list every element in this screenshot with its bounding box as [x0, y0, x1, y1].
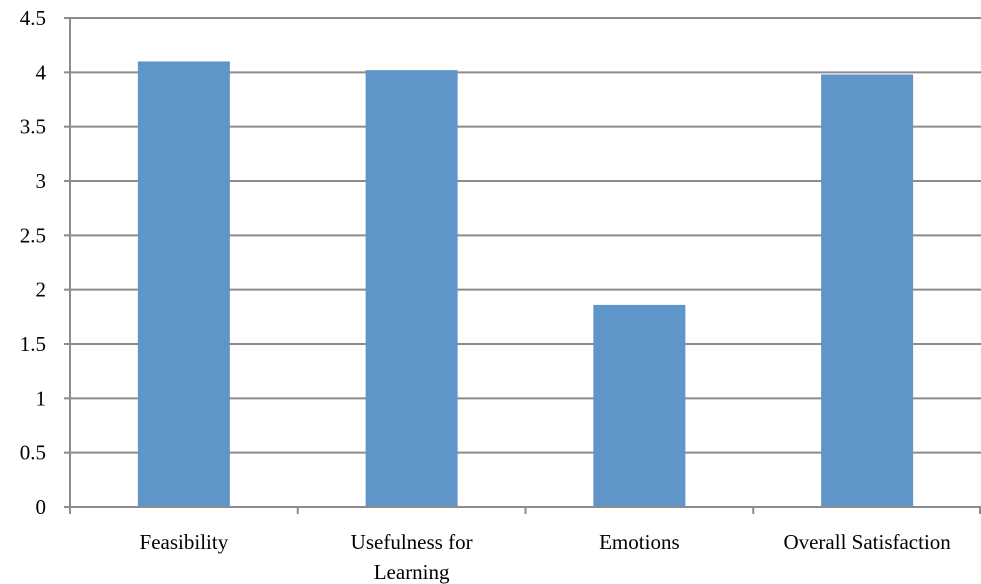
y-tick-label: 4.5: [20, 6, 46, 30]
y-tick-label: 0.5: [20, 441, 46, 465]
y-tick-label: 2.5: [20, 223, 46, 247]
y-tick-labels: 0 0.5 1 1.5 2 2.5 3 3.5 4 4.5: [20, 6, 70, 519]
y-tick-label: 1.5: [20, 332, 46, 356]
y-tick-label: 0: [36, 495, 47, 519]
x-category-label: Usefulness for Learning: [351, 530, 473, 584]
x-category-label-line: Feasibility: [140, 530, 229, 554]
x-category-label-line: Learning: [374, 560, 450, 584]
y-tick-label: 2: [36, 278, 47, 302]
bars: [137, 61, 914, 508]
x-category-label-line: Overall Satisfaction: [783, 530, 951, 554]
bar: [593, 304, 686, 507]
bar: [365, 70, 458, 507]
bar: [137, 61, 230, 507]
x-category-label: Feasibility: [140, 530, 229, 554]
bar: [821, 74, 914, 508]
x-category-label: Emotions: [599, 530, 680, 554]
axes: [69, 18, 981, 514]
y-tick-label: 1: [36, 386, 47, 410]
x-category-label-line: Usefulness for: [351, 530, 473, 554]
x-category-labels: Feasibility Usefulness for Learning Emotion…: [140, 530, 952, 584]
x-category-label: Overall Satisfaction: [783, 530, 951, 554]
x-category-label-line: Emotions: [599, 530, 680, 554]
y-tick-label: 3.5: [20, 115, 46, 139]
y-tick-label: 3: [36, 169, 47, 193]
y-tick-label: 4: [36, 60, 47, 84]
